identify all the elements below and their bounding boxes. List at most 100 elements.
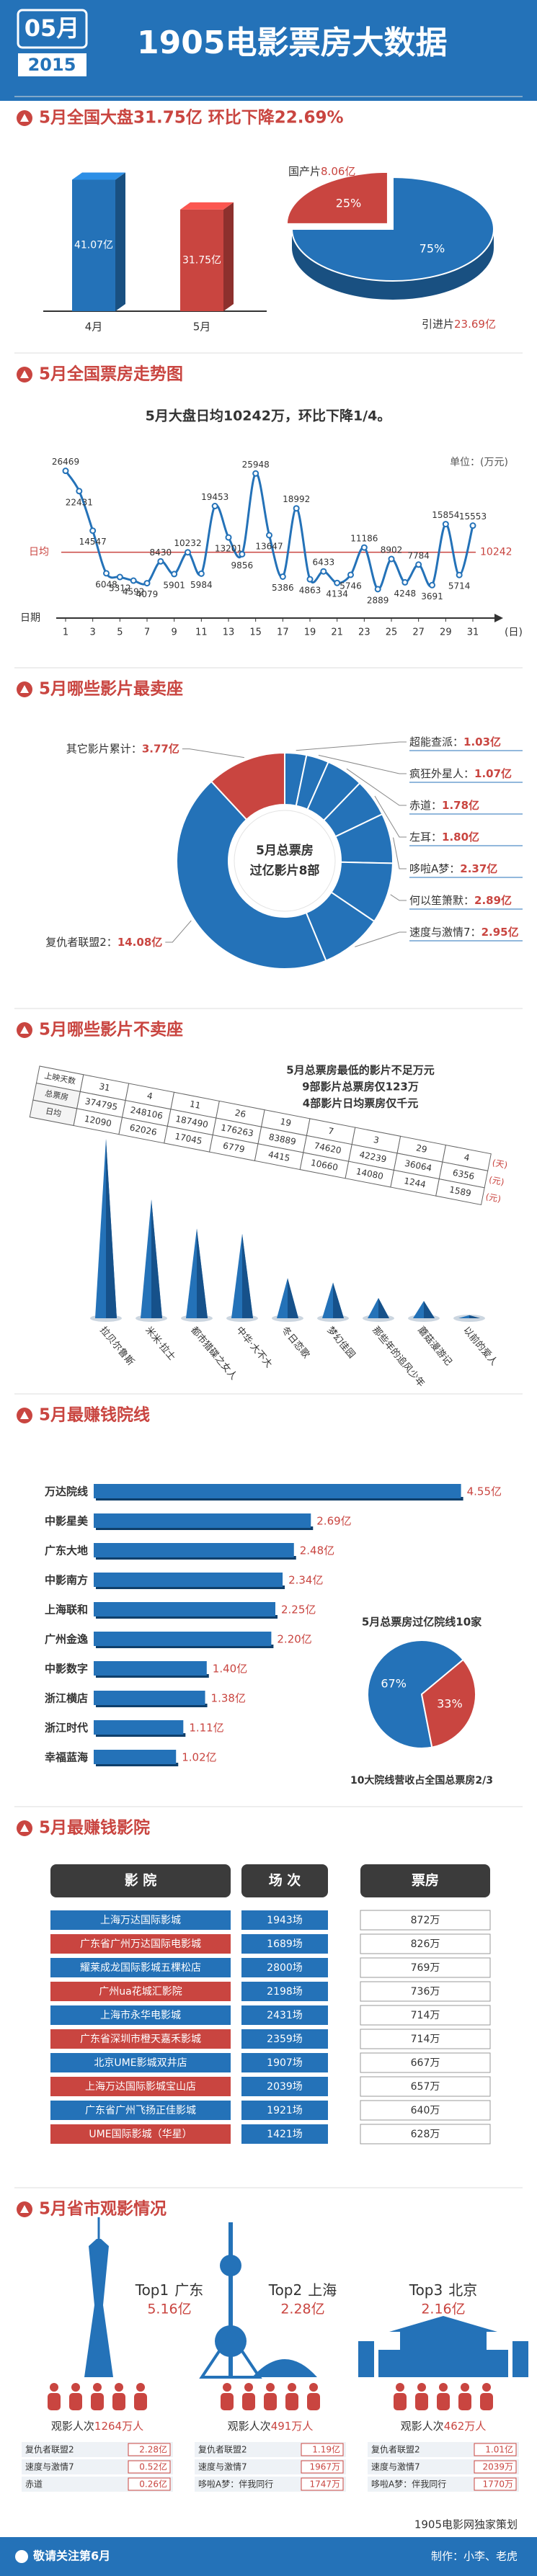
header-title: 1905电影票房大数据 — [137, 24, 447, 61]
landmark-gate-roof — [389, 2316, 497, 2332]
text-part: 1264万人 — [94, 2420, 143, 2433]
point-label: 8902 — [381, 545, 403, 555]
person-body — [415, 2393, 428, 2410]
trend-point — [388, 555, 395, 563]
x-tick-label: 7 — [144, 627, 150, 638]
bar-value-label: 1.40亿 — [213, 1663, 247, 1676]
person-head — [439, 2383, 448, 2392]
trend-point — [320, 568, 327, 575]
donut-slice — [210, 751, 285, 821]
trend-point — [225, 534, 232, 541]
film-value: 1967万 — [309, 2462, 340, 2472]
leader-line — [318, 754, 407, 774]
landmark-gate-base — [378, 2350, 508, 2377]
spike-shade — [469, 1315, 480, 1318]
bar-value-label: 4.55亿 — [467, 1485, 502, 1498]
cinema-screenings: 2039场 — [267, 2081, 303, 2093]
trend-point — [116, 573, 123, 581]
bar-value-label: 41.07亿 — [74, 240, 113, 251]
text-part: ： — [131, 742, 142, 755]
bar — [94, 1720, 184, 1735]
table-header: 场 次 — [269, 1872, 301, 1889]
screenings-cell — [241, 2005, 328, 2025]
text-part: 国产片 — [288, 165, 321, 178]
pie-slice — [290, 176, 494, 282]
table-row-label: 总票房 — [44, 1088, 69, 1102]
spike-shade — [106, 1138, 117, 1318]
trend-point — [198, 570, 205, 577]
cinema-name-cell — [50, 2077, 231, 2096]
pie-title: 5月总票房过亿院线10家 — [362, 1616, 481, 1629]
point-label: 10232 — [174, 538, 201, 548]
bar-category: 4月 — [85, 321, 103, 334]
point-label: 3691 — [421, 591, 443, 601]
film-value: 0.26亿 — [139, 2479, 167, 2490]
text-part: 其它影片累计 — [66, 742, 131, 755]
film-value-box — [128, 2443, 171, 2456]
text-part: 上海 — [308, 2281, 337, 2299]
pie-annotation: 引进片23.69亿 — [422, 318, 496, 331]
screenings-cell — [241, 1934, 328, 1954]
cinema-name: 广东省广州万达国际电影城 — [80, 1938, 201, 1950]
donut-label: 复仇者联盟2：14.08亿 — [45, 935, 162, 948]
leader-line — [374, 795, 407, 838]
point-label: 15553 — [459, 511, 487, 522]
cinema-name: 上海万达国际影城宝山店 — [85, 2081, 196, 2093]
x-axis-arrow — [494, 614, 503, 622]
bar — [94, 1632, 272, 1646]
person-body — [242, 2393, 255, 2410]
person-body — [458, 2393, 471, 2410]
bar — [94, 1573, 283, 1587]
section-icon-mark — [20, 1824, 29, 1832]
point-label: 5984 — [190, 580, 213, 590]
province-rank: Top2 上海 — [268, 2281, 337, 2299]
donut-label: 其它影片累计：3.77亿 — [66, 742, 179, 755]
trend-point — [415, 561, 422, 568]
table-value: 3 — [373, 1135, 380, 1145]
film-label: 中华·大不大 — [234, 1325, 274, 1370]
donut-label: 哆啦A梦：2.37亿 — [409, 862, 497, 875]
spike-shade — [197, 1228, 208, 1318]
person-head — [288, 2383, 296, 2392]
province-rank: Top1 广东 — [135, 2281, 203, 2299]
text-part: 3.77亿 — [142, 742, 179, 755]
province-boxoffice: 2.28亿 — [280, 2302, 324, 2317]
bar — [94, 1513, 311, 1528]
screenings-cell — [241, 2077, 328, 2096]
leader-line — [393, 837, 407, 869]
pie-slice — [420, 1658, 476, 1748]
film-name: 赤道 — [25, 2479, 43, 2490]
film-value: 1.19亿 — [312, 2444, 340, 2455]
chart-note: 4部影片日均票房仅千元 — [303, 1097, 418, 1110]
text-part: 超能查派 — [409, 735, 453, 748]
bar — [180, 209, 223, 311]
cinema-screenings: 1421场 — [267, 2129, 303, 2140]
boxoffice-cell — [360, 2052, 491, 2073]
leader-line — [390, 894, 407, 901]
point-label: 5901 — [163, 580, 185, 590]
text-part: 2.89亿 — [474, 894, 512, 907]
point-label: 19453 — [201, 492, 228, 502]
film-label: 米米·拉士 — [143, 1325, 177, 1363]
donut-slice — [176, 780, 327, 970]
point-label: 5386 — [272, 583, 294, 593]
bar-shadow — [96, 1763, 179, 1766]
film-name: 速度与激情7 — [25, 2461, 74, 2472]
cinema-boxoffice: 667万 — [411, 2057, 440, 2069]
bar-shadow — [96, 1586, 285, 1589]
table-value: 4 — [463, 1152, 471, 1163]
bar — [94, 1661, 207, 1676]
film-value-box — [128, 2460, 171, 2474]
cinema-name-cell — [50, 2101, 231, 2120]
text-part: Top1 — [135, 2281, 169, 2299]
pie-rim — [292, 229, 494, 300]
x-tick-label: 27 — [412, 627, 425, 638]
person-head — [115, 2383, 123, 2392]
cinema-boxoffice: 714万 — [411, 2034, 440, 2045]
person-head — [244, 2383, 253, 2392]
text-part: ： — [453, 735, 463, 748]
table-row-label: 日均 — [45, 1106, 62, 1119]
point-label: 9856 — [231, 560, 254, 571]
film-name: 复仇者联盟2 — [371, 2445, 420, 2455]
bar-category: 幸福蓝海 — [45, 1751, 88, 1764]
